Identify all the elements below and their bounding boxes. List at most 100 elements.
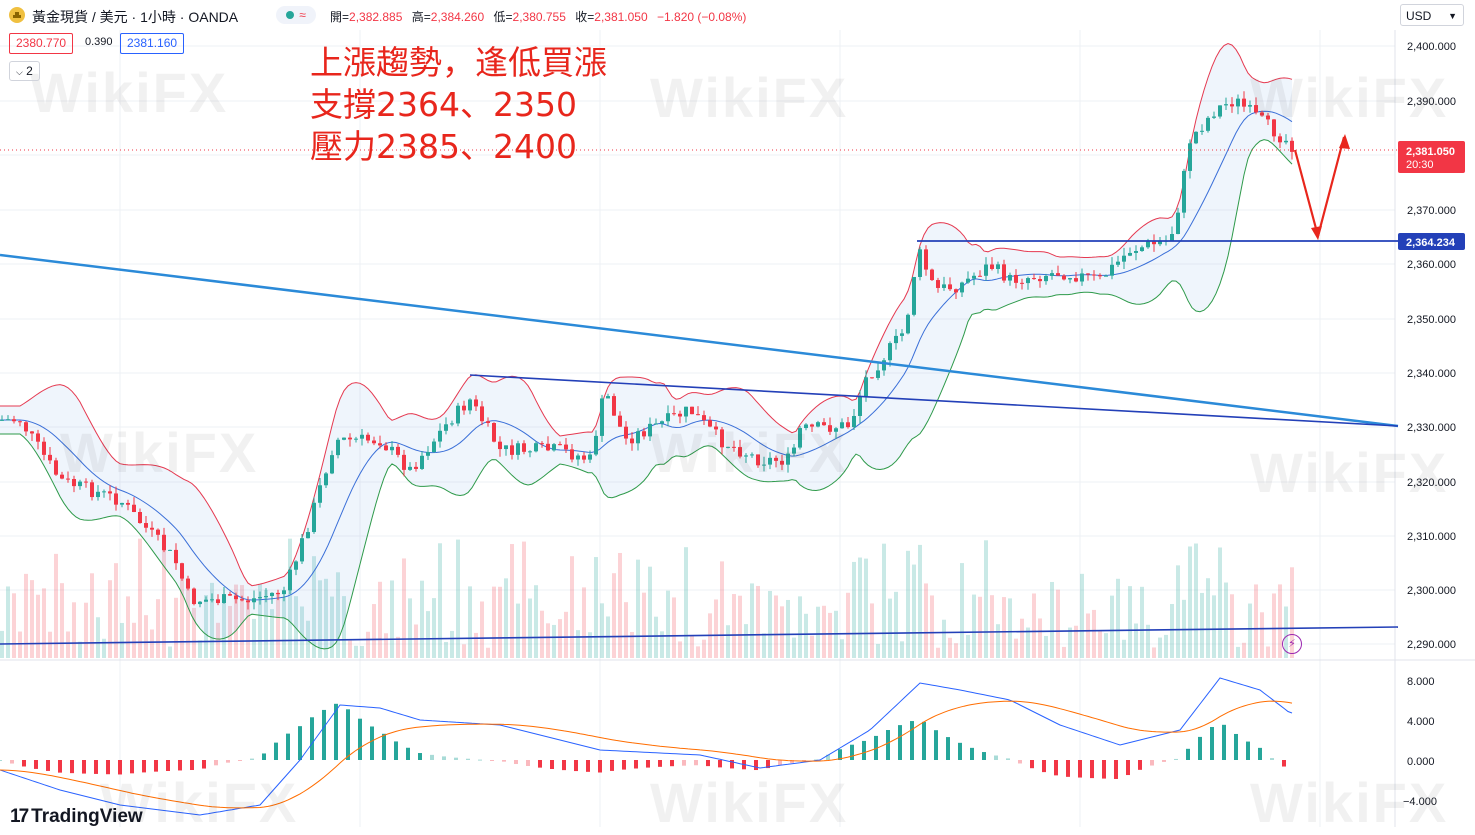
candlesticks [0, 91, 1294, 610]
candle-body [750, 454, 754, 456]
volume-bar [300, 606, 304, 658]
volume-bar [1056, 589, 1060, 658]
volume-bar [168, 646, 172, 658]
candle-body [738, 447, 742, 457]
volume-bar [216, 622, 220, 658]
volume-bar [900, 641, 904, 658]
price-tick: 2,400.000 [1407, 41, 1456, 53]
candle-body [426, 452, 430, 456]
candle-body [1068, 278, 1072, 280]
currency-select[interactable]: USD ▼ [1400, 4, 1464, 26]
macd-histogram-bar [994, 755, 998, 760]
candle-body [570, 449, 574, 460]
volume-bar [636, 559, 640, 658]
volume-bar [810, 635, 814, 658]
volume-bar [882, 543, 886, 658]
macd-histogram-bar [766, 760, 770, 769]
candle-body [420, 455, 424, 469]
candle-body [498, 441, 502, 450]
volume-bar [156, 599, 160, 658]
macd-histogram-bar [478, 759, 482, 761]
candle-body [48, 454, 52, 461]
volume-bar [540, 610, 544, 658]
volume-bar [888, 598, 892, 658]
candle-body [504, 445, 508, 450]
price-tick: 2,340.000 [1407, 368, 1456, 380]
volume-bar [384, 633, 388, 658]
candle-body [1056, 273, 1060, 276]
volume-bar [414, 624, 418, 658]
bottom-support-line[interactable] [0, 626, 1399, 645]
candle-body [228, 594, 232, 596]
volume-bar [570, 556, 574, 658]
volume-bar [1266, 646, 1270, 658]
price-axis[interactable]: 2,400.000 2,390.000 2,370.000 2,360.000 … [1407, 41, 1456, 651]
descending-trendline[interactable] [0, 253, 1399, 428]
macd-histogram-bar [250, 758, 254, 760]
lightning-icon[interactable]: ⚡ [1282, 634, 1302, 654]
volume-bar [486, 647, 490, 658]
macd-histogram-bar [718, 760, 722, 768]
macd-histogram-bar [1066, 760, 1070, 777]
candle-body [474, 399, 478, 407]
candle-body [486, 421, 490, 424]
macd-histogram-bar [574, 760, 578, 772]
candle-body [180, 563, 184, 579]
current-price-label: 2,381.050 [1406, 146, 1455, 158]
candle-body [858, 396, 862, 416]
volume-bar [84, 602, 88, 658]
bollinger-lower-line [0, 139, 1293, 650]
candle-body [816, 422, 820, 427]
volume-bar [1278, 584, 1282, 658]
volume-bar [426, 611, 430, 658]
volume-bar [456, 539, 460, 658]
sell-price-button[interactable]: 2380.770 [9, 33, 74, 54]
candle-body [336, 439, 340, 456]
indicators-toggle-button[interactable]: ⌵ 2 [9, 61, 40, 81]
candle-body [378, 443, 382, 446]
macd-axis[interactable]: 8.000 4.000 0.000 −4.000 [1403, 676, 1437, 808]
triangle-upper-line[interactable] [469, 374, 1399, 427]
candle-body [1146, 241, 1150, 248]
volume-bar [138, 538, 142, 658]
macd-histogram-bar [454, 757, 458, 760]
macd-tick: 4.000 [1407, 716, 1435, 728]
macd-histogram-bar [46, 760, 50, 771]
macd-histogram-bar [0, 760, 2, 761]
candle-body [102, 491, 106, 493]
volume-bar [1116, 578, 1120, 658]
candle-body [222, 594, 226, 604]
candle-body [900, 333, 904, 336]
candle-body [1002, 264, 1006, 281]
candle-body [516, 443, 520, 455]
market-status-badge[interactable]: ≈ [276, 6, 316, 24]
buy-price-button[interactable]: 2381.160 [120, 33, 185, 54]
candle-body [1086, 273, 1090, 275]
macd-histogram-bar [850, 744, 854, 760]
candle-body [264, 596, 268, 598]
macd-histogram-bar [1234, 733, 1238, 760]
candle-body [798, 428, 802, 448]
volume-bar [120, 622, 124, 658]
tradingview-logo[interactable]: 17 TradingView [10, 806, 143, 828]
candle-body [744, 455, 748, 457]
candle-body [1248, 105, 1252, 107]
symbol-title[interactable]: 黃金現貨 / 美元 · 1小時 · OANDA [32, 9, 239, 25]
candle-body [204, 599, 208, 602]
volume-bar [1080, 573, 1084, 658]
candle-body [156, 529, 160, 535]
candle-body [936, 280, 940, 288]
volume-bar [312, 556, 316, 658]
volume-bar [282, 597, 286, 658]
gold-symbol-icon[interactable] [9, 7, 25, 23]
macd-histogram-bar [82, 760, 86, 774]
volume-bar [1194, 543, 1198, 658]
macd-histogram-bar [778, 760, 782, 766]
candle-body [1014, 274, 1018, 283]
candle-body [1026, 278, 1030, 284]
candle-body [1122, 255, 1126, 262]
volume-bar [462, 644, 466, 658]
volume-bar [966, 634, 970, 658]
candle-body [90, 482, 94, 498]
